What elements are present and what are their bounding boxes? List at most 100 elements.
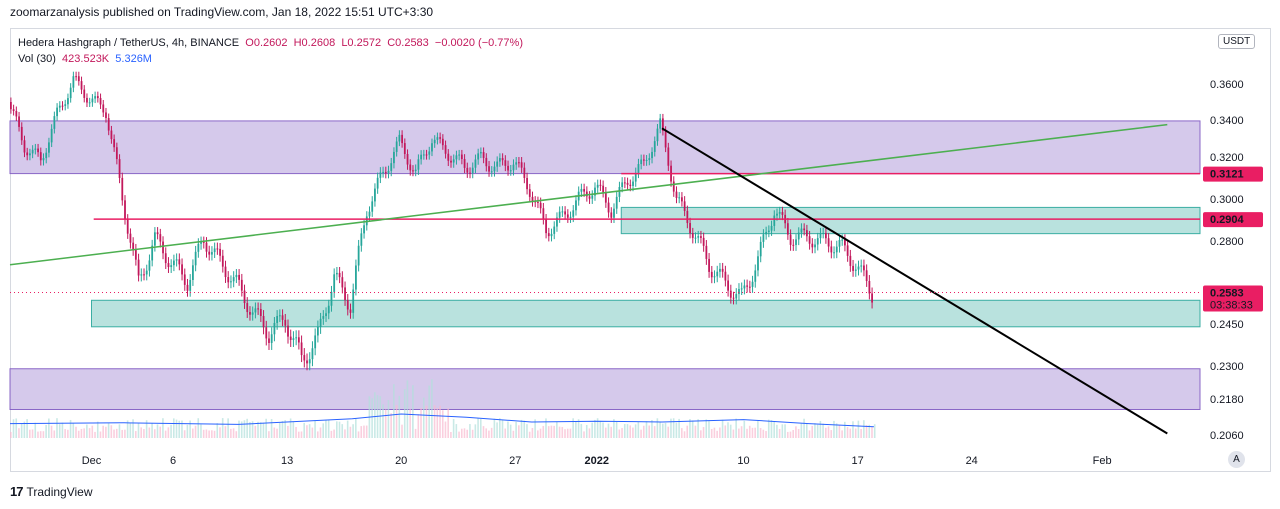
footer-brand[interactable]: 17 TradingView — [10, 484, 93, 499]
y-tick-label: 0.2060 — [1210, 430, 1244, 442]
candle-body — [602, 185, 605, 193]
candle-body — [243, 290, 246, 304]
volume-bar — [29, 429, 31, 438]
candle-body — [327, 305, 330, 314]
volume-bar — [683, 431, 686, 438]
candle-body — [667, 147, 670, 166]
candle-body — [42, 158, 45, 161]
volume-bar — [871, 426, 873, 438]
candle-body — [550, 233, 553, 237]
candle-body — [297, 337, 300, 343]
volume-bar — [474, 424, 477, 438]
candle-body — [189, 280, 192, 291]
candle-body — [132, 242, 135, 250]
volume-bar — [61, 422, 64, 438]
candle-body — [376, 177, 379, 189]
volume-bar — [344, 429, 346, 438]
volume-bar — [765, 431, 767, 438]
candle-body — [425, 154, 428, 156]
candle-body — [689, 223, 691, 234]
candle-body — [803, 228, 806, 231]
volume-bar — [420, 408, 422, 438]
candle-body — [860, 265, 863, 267]
candle-body — [409, 164, 412, 171]
volume-bar — [729, 424, 732, 438]
volume-ma-value: 5.326M — [115, 53, 152, 65]
candle-body — [276, 316, 279, 323]
candle-body — [507, 165, 509, 171]
candle-body — [48, 142, 50, 153]
volume-bar — [485, 428, 488, 438]
candle-body — [124, 200, 126, 220]
volume-bar — [75, 426, 77, 438]
volume-bar — [854, 428, 857, 438]
candle-body — [727, 280, 729, 291]
volume-bar — [838, 425, 841, 438]
candle-body — [594, 187, 596, 196]
currency-tag[interactable]: USDT — [1218, 34, 1256, 49]
candle-body — [686, 210, 689, 224]
volume-bar — [873, 424, 876, 438]
candle-body — [575, 200, 577, 211]
volume-bar — [99, 431, 102, 438]
volume-bar — [664, 422, 667, 438]
candle-body — [640, 159, 643, 165]
candle-body — [792, 244, 795, 246]
candle-body — [778, 212, 781, 214]
volume-bar — [211, 430, 213, 438]
candle-body — [757, 256, 759, 271]
candle-body — [151, 245, 154, 261]
volume-bar — [857, 420, 860, 438]
volume-bar — [713, 427, 716, 438]
candle-body — [545, 219, 547, 234]
candle-body — [436, 137, 439, 140]
candle-body — [431, 143, 433, 152]
candle-body — [153, 232, 156, 246]
volume-bar — [504, 428, 507, 438]
volume-bar — [681, 428, 683, 438]
candle-body — [610, 212, 613, 218]
candle-body — [88, 102, 91, 104]
volume-bar — [221, 418, 224, 438]
candle-body — [786, 223, 789, 235]
candle-body — [227, 277, 230, 283]
candle-body — [607, 202, 610, 213]
candle-body — [211, 252, 213, 255]
volume-bar — [496, 422, 498, 438]
candle-body — [352, 289, 355, 313]
volume-bar — [757, 421, 759, 438]
volume-bar — [738, 428, 740, 438]
candle-body — [441, 138, 444, 146]
candle-body — [455, 155, 458, 160]
candle-body — [107, 118, 110, 131]
volume-bar — [238, 420, 240, 438]
price-label-box — [1203, 166, 1263, 182]
candle-body — [12, 109, 15, 112]
candle-body — [479, 152, 482, 154]
candle-body — [732, 297, 735, 299]
volume-bar — [219, 427, 221, 438]
candle-body — [159, 234, 162, 242]
volume-bar — [170, 424, 172, 438]
auto-scale-button[interactable]: A — [1228, 451, 1245, 468]
candle-body — [262, 316, 265, 328]
candle-body — [395, 141, 398, 152]
candle-body — [428, 151, 431, 155]
volume-bar — [270, 419, 273, 438]
candle-body — [99, 98, 102, 105]
volume-bar — [613, 419, 615, 438]
volume-bar — [860, 428, 862, 438]
volume-bar — [455, 424, 458, 438]
candle-body — [126, 219, 129, 234]
volume-bar — [284, 420, 286, 438]
volume-bar — [91, 425, 94, 438]
candle-body — [186, 284, 189, 291]
volume-bar — [762, 429, 765, 438]
volume-bar — [868, 424, 871, 438]
price-label: 0.3121 — [1210, 169, 1244, 181]
candle-body — [469, 172, 471, 174]
candle-body — [458, 154, 461, 156]
volume-bar — [781, 424, 784, 438]
volume-bar — [167, 427, 170, 438]
